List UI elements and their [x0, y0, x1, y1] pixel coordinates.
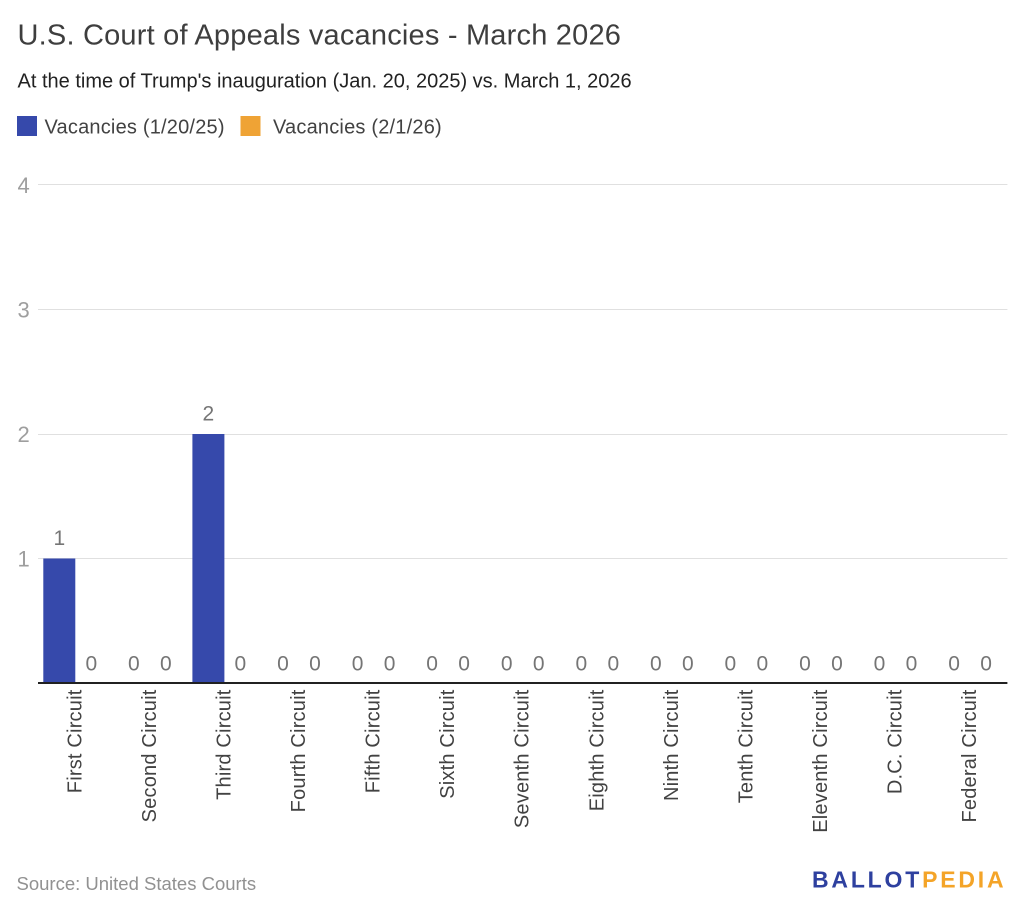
- svg-text:3: 3: [18, 297, 30, 322]
- svg-text:First Circuit: First Circuit: [64, 689, 86, 793]
- svg-text:0: 0: [352, 652, 364, 675]
- svg-text:Eleventh Circuit: Eleventh Circuit: [810, 689, 832, 833]
- svg-text:Vacancies (1/20/25): Vacancies (1/20/25): [45, 117, 225, 139]
- svg-text:0: 0: [799, 652, 811, 675]
- svg-text:D.C. Circuit: D.C. Circuit: [885, 689, 907, 794]
- svg-text:U.S. Court of Appeals vacancie: U.S. Court of Appeals vacancies - March …: [18, 20, 622, 52]
- svg-text:1: 1: [18, 546, 30, 571]
- svg-text:At the time of Trump's inaugur: At the time of Trump's inauguration (Jan…: [18, 71, 632, 93]
- svg-text:0: 0: [575, 652, 587, 675]
- svg-text:0: 0: [309, 652, 321, 675]
- svg-text:Eighth Circuit: Eighth Circuit: [586, 689, 608, 811]
- svg-text:2: 2: [18, 422, 30, 447]
- svg-text:0: 0: [160, 652, 172, 675]
- svg-text:2: 2: [203, 403, 215, 426]
- svg-text:0: 0: [874, 652, 886, 675]
- svg-text:Ninth Circuit: Ninth Circuit: [661, 689, 683, 801]
- svg-text:Fifth Circuit: Fifth Circuit: [363, 689, 385, 793]
- svg-text:Source: United States Courts: Source: United States Courts: [17, 873, 257, 894]
- svg-text:4: 4: [18, 173, 30, 198]
- svg-text:Fourth Circuit: Fourth Circuit: [288, 689, 310, 812]
- svg-text:0: 0: [501, 652, 513, 675]
- svg-text:0: 0: [948, 652, 960, 675]
- svg-text:Federal Circuit: Federal Circuit: [959, 689, 981, 822]
- svg-text:0: 0: [725, 652, 737, 675]
- svg-text:Second Circuit: Second Circuit: [139, 689, 161, 822]
- svg-text:0: 0: [458, 652, 470, 675]
- svg-text:Third Circuit: Third Circuit: [213, 689, 235, 800]
- svg-text:0: 0: [980, 652, 992, 675]
- svg-text:0: 0: [757, 652, 769, 675]
- svg-text:0: 0: [607, 652, 619, 675]
- svg-text:0: 0: [906, 652, 918, 675]
- svg-text:Vacancies (2/1/26): Vacancies (2/1/26): [273, 117, 442, 139]
- svg-text:0: 0: [533, 652, 545, 675]
- svg-text:0: 0: [831, 652, 843, 675]
- svg-text:Tenth Circuit: Tenth Circuit: [735, 689, 757, 803]
- svg-text:0: 0: [682, 652, 694, 675]
- svg-text:0: 0: [235, 652, 247, 675]
- svg-text:0: 0: [384, 652, 396, 675]
- svg-text:0: 0: [277, 652, 289, 675]
- svg-text:1: 1: [53, 527, 65, 550]
- svg-text:0: 0: [85, 652, 97, 675]
- svg-text:0: 0: [650, 652, 662, 675]
- svg-text:0: 0: [128, 652, 140, 675]
- svg-text:Sixth Circuit: Sixth Circuit: [437, 689, 459, 799]
- svg-text:BALLOTPEDIA: BALLOTPEDIA: [812, 867, 1006, 893]
- svg-text:0: 0: [426, 652, 438, 675]
- svg-text:Seventh Circuit: Seventh Circuit: [512, 689, 534, 828]
